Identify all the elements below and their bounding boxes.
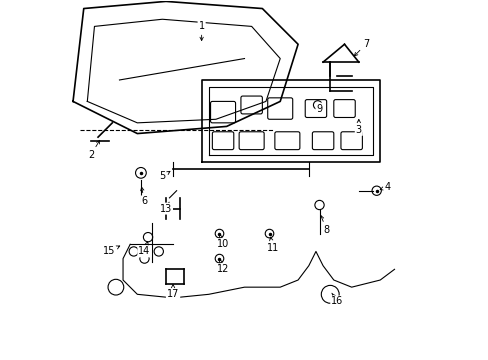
- Text: 17: 17: [166, 284, 179, 299]
- Text: 7: 7: [354, 39, 368, 56]
- Text: 5: 5: [159, 171, 170, 181]
- Text: 3: 3: [355, 120, 361, 135]
- Text: 8: 8: [320, 216, 329, 235]
- Text: 16: 16: [330, 293, 343, 306]
- Text: 4: 4: [379, 182, 389, 192]
- Text: 10: 10: [217, 234, 229, 249]
- Text: 11: 11: [266, 237, 279, 253]
- Text: 15: 15: [102, 246, 120, 256]
- Text: 12: 12: [217, 260, 229, 274]
- Text: 2: 2: [87, 140, 100, 160]
- Text: 9: 9: [316, 104, 322, 113]
- Text: 6: 6: [141, 187, 147, 206]
- Text: 13: 13: [160, 202, 172, 213]
- Text: 14: 14: [138, 242, 150, 256]
- Text: 1: 1: [198, 21, 204, 41]
